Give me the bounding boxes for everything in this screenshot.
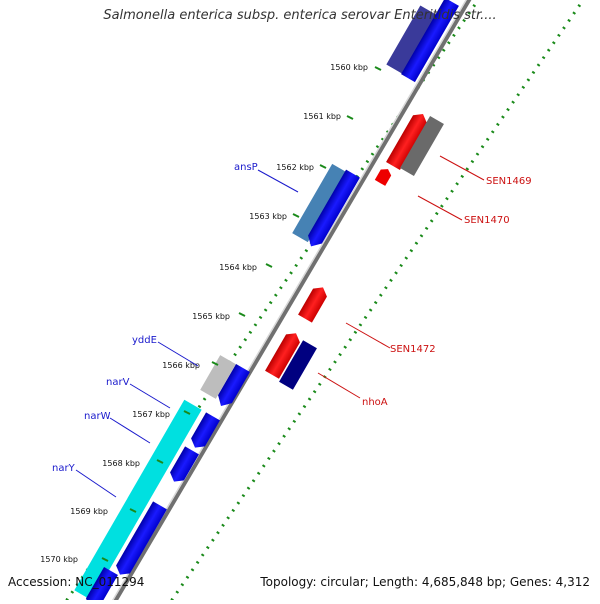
gene-block-forward-1[interactable]	[304, 169, 360, 251]
gene-label-narY[interactable]: narY	[52, 463, 76, 474]
tick-marks: 1560 kbp 1561 kbp 1562 kbp 1563 kbp 1564…	[40, 63, 382, 564]
reverse-strand-genes	[265, 110, 444, 390]
leader-yddE	[157, 341, 199, 367]
tick-label-1569: 1569 kbp	[70, 507, 108, 516]
genome-backbone	[111, 0, 472, 604]
topology-summary: Topology: circular; Length: 4,685,848 bp…	[260, 575, 590, 589]
gene-label-SEN1472[interactable]: SEN1472	[390, 344, 436, 355]
tick-label-1567: 1567 kbp	[132, 410, 170, 419]
gene-block-forward-4[interactable]	[82, 566, 118, 604]
forward-strand-genes	[74, 0, 459, 604]
tick-1564	[265, 263, 273, 268]
gene-label-nhoA[interactable]: nhoA	[362, 397, 388, 408]
gene-label-yddE[interactable]: yddE	[132, 335, 157, 346]
gene-block-ansP[interactable]	[292, 163, 348, 243]
leader-nhoA	[317, 372, 361, 399]
tick-label-1563: 1563 kbp	[249, 212, 287, 221]
gene-block-top-blue[interactable]	[401, 0, 459, 83]
tick-1560	[374, 66, 382, 71]
gene-block-top-purple[interactable]	[386, 5, 438, 75]
tick-label-1568: 1568 kbp	[102, 459, 140, 468]
gene-block-forward-2[interactable]	[214, 363, 250, 410]
leader-SEN1470	[417, 195, 463, 221]
tick-1570	[101, 557, 109, 562]
genome-backbone-highlight	[109, 0, 467, 604]
tick-label-1570: 1570 kbp	[40, 555, 78, 564]
leader-ansP	[257, 169, 299, 193]
tick-1563	[292, 213, 300, 218]
tick-1561	[346, 115, 354, 120]
tick-1566	[211, 361, 219, 366]
tick-1567	[183, 410, 191, 415]
gene-block-small-red[interactable]	[374, 166, 393, 186]
gene-label-SEN1469[interactable]: SEN1469	[486, 176, 532, 187]
gene-block-yddE[interactable]	[200, 355, 236, 399]
tick-1562	[319, 164, 327, 169]
gene-labels-left: ansP yddE narV narW narY	[52, 162, 299, 498]
gene-block-narV-cyan[interactable]	[74, 399, 202, 601]
accession-label: Accession: NC_011294	[8, 575, 145, 589]
tick-1568	[156, 459, 164, 464]
leader-SEN1472	[345, 322, 391, 349]
gene-label-narW[interactable]: narW	[84, 411, 111, 422]
gene-block-narY[interactable]	[167, 446, 199, 485]
gene-block-SEN1469[interactable]	[386, 110, 430, 170]
tick-label-1562: 1562 kbp	[276, 163, 314, 172]
tick-1569	[129, 508, 137, 513]
gene-block-nhoA[interactable]	[279, 340, 317, 390]
gene-label-narV[interactable]: narV	[106, 377, 130, 388]
tick-label-1565: 1565 kbp	[192, 312, 230, 321]
gene-block-reverse-1[interactable]	[265, 329, 303, 379]
tick-rail-right	[167, 0, 585, 604]
gene-block-narW[interactable]	[188, 412, 220, 451]
tick-1565	[238, 312, 246, 317]
gene-block-forward-3[interactable]	[113, 501, 167, 578]
genome-title: Salmonella enterica subsp. enterica sero…	[103, 8, 497, 23]
gene-block-SEN1470-gray[interactable]	[400, 116, 444, 176]
gene-labels-right: SEN1469 SEN1470 SEN1472 nhoA	[317, 155, 532, 408]
gene-block-SEN1472[interactable]	[298, 283, 330, 323]
tick-label-1561: 1561 kbp	[303, 112, 341, 121]
tick-label-1564: 1564 kbp	[219, 263, 257, 272]
tick-label-1566: 1566 kbp	[162, 361, 200, 370]
leader-narY	[75, 469, 117, 498]
gene-label-ansP[interactable]: ansP	[234, 162, 258, 173]
tick-label-1560: 1560 kbp	[330, 63, 368, 72]
leader-SEN1469	[439, 155, 485, 181]
leader-narV	[129, 383, 171, 409]
leader-narW	[109, 417, 151, 444]
gene-label-SEN1470[interactable]: SEN1470	[464, 215, 510, 226]
